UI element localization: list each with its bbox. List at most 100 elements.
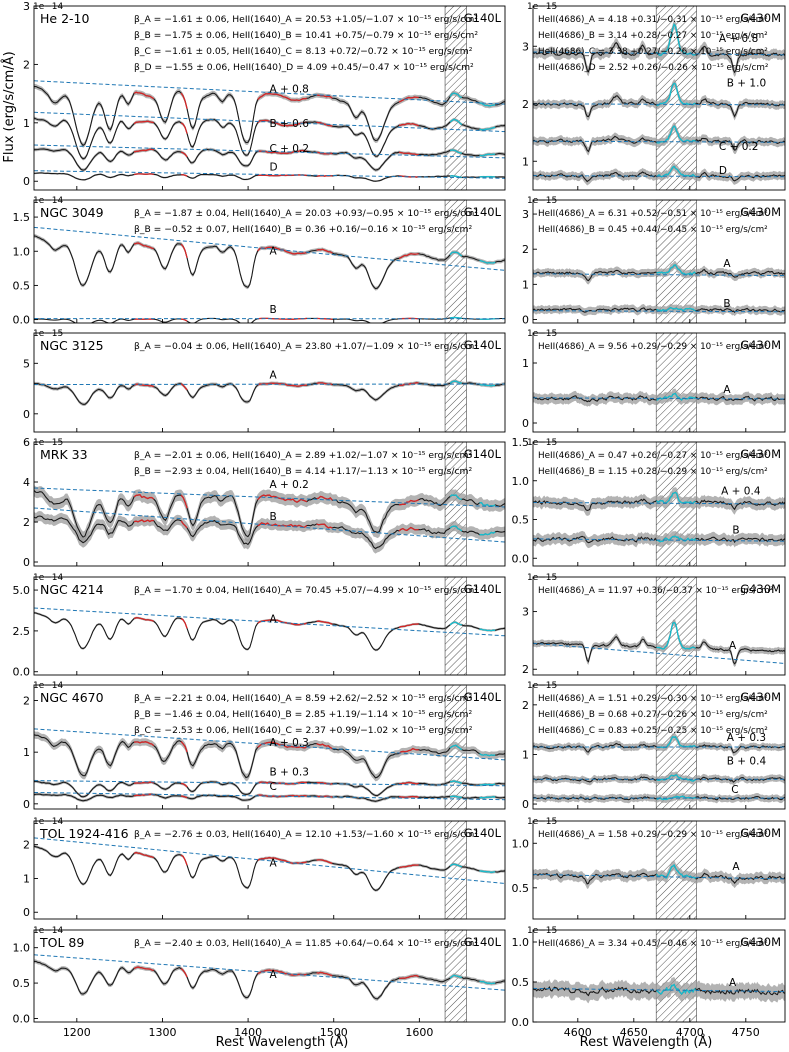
fit-window-line [398, 175, 419, 178]
y-tick-label: 1.0 [13, 942, 31, 955]
fit-window-line [479, 383, 496, 387]
series-label: A [270, 969, 278, 981]
y-tick-label: 5.0 [13, 584, 31, 597]
y-tick-label: 0 [23, 798, 30, 811]
y-tick-label: 1 [23, 746, 30, 759]
y-tick-label: 0 [23, 906, 30, 919]
error-band [533, 388, 785, 407]
x-tick-label: 4600 [564, 1026, 592, 1039]
x-tick-label: 4650 [620, 1026, 648, 1039]
continuum-fit [34, 144, 505, 159]
scale-exponent: 1e−15 [527, 2, 557, 12]
axes-frame [33, 441, 506, 567]
y-tick-label: 2 [522, 98, 529, 111]
y-tick-label: 2 [23, 58, 30, 71]
axes-frame [33, 684, 506, 810]
fit-window-line [257, 174, 307, 177]
fit-window-line [316, 620, 333, 625]
fit-annotation: HeII(4686)_C = 3.38 +0.27/−0.26 × 10⁻¹⁵ … [538, 47, 768, 57]
continuum-fit [34, 487, 505, 508]
series-label: A + 0.8 [270, 83, 309, 95]
fit-window-line [133, 91, 155, 100]
error-band [533, 771, 785, 786]
y-tick-label: 1.0 [512, 475, 530, 488]
series-label: C [731, 784, 738, 796]
scale-exponent: 1e−15 [527, 926, 557, 936]
continuum-fit [533, 538, 785, 542]
fit-window-line [449, 795, 462, 799]
continuum-fit [34, 728, 505, 761]
fit-window-line [180, 520, 188, 529]
continuum-fit [533, 501, 785, 505]
y-tick-label: 1.0 [512, 936, 530, 949]
series-label: D [270, 162, 278, 174]
series-label: C + 0.2 [719, 141, 759, 153]
fit-window-line [398, 123, 419, 127]
x-tick-label: 1600 [405, 1026, 433, 1039]
scale-exponent: 1e−15 [527, 196, 557, 206]
x-tick-label: 4750 [732, 1026, 760, 1039]
fit-window-line [133, 242, 154, 250]
axes-frame [532, 929, 786, 1023]
y-tick-label: 1.0 [512, 837, 530, 850]
y-tick-label: 2 [522, 699, 529, 712]
fit-window-line [656, 125, 696, 144]
y-tick-label: 1.5 [13, 211, 31, 224]
continuum-fit [533, 175, 785, 178]
fit-window-line [398, 151, 419, 156]
object-name: NGC 3125 [40, 338, 104, 353]
object-name: NGC 4214 [40, 582, 104, 597]
scale-exponent: 1e−14 [33, 681, 64, 691]
error-band [533, 733, 785, 757]
fit-window-line [449, 494, 462, 500]
y-tick-label: 0.5 [13, 977, 31, 990]
fit-window-line [656, 535, 697, 543]
fit-window-line [181, 318, 188, 322]
scale-exponent: 1e−15 [527, 438, 557, 448]
grating-label: G140L [464, 826, 502, 840]
y-tick-label: 0.5 [512, 882, 530, 895]
axes-frame [33, 929, 506, 1023]
y-tick-label: 0.0 [13, 314, 31, 327]
grating-label: G140L [464, 690, 502, 704]
continuum-fit [533, 103, 785, 106]
continuum-fit [533, 873, 785, 880]
y-tick-label: 0.5 [512, 976, 530, 989]
fit-window-line [181, 174, 188, 177]
fit-window-line [399, 781, 419, 785]
y-tick-label: 6 [23, 436, 30, 449]
fit-window-line [134, 741, 155, 747]
fit-window-line [133, 148, 154, 153]
fit-window-line [479, 102, 496, 107]
fit-annotation: HeII(4686)_A = 3.34 +0.45/−0.46 × 10⁻¹⁵ … [538, 939, 768, 949]
fit-window-line [479, 126, 496, 131]
heii-window [655, 199, 697, 324]
fit-annotation: β_A = −1.61 ± 0.06, HeII(1640)_A = 20.53… [134, 14, 478, 25]
fit-window-line [449, 621, 462, 626]
fit-annotation: β_A = −1.70 ± 0.04, HeII(1640)_A = 70.45… [134, 585, 478, 596]
fit-window-line [180, 92, 188, 109]
scale-exponent: 1e−14 [33, 573, 64, 583]
axes-frame [33, 576, 506, 676]
continuum-fit [533, 140, 785, 143]
fit-window-line [449, 92, 463, 99]
y-tick-label: 0.5 [512, 514, 530, 527]
fit-window-line [656, 795, 696, 801]
fit-window-line [181, 795, 188, 799]
fit-window-line [133, 494, 155, 500]
fit-annotation: β_B = −0.52 ± 0.07, HeII(1640)_B = 0.36 … [134, 224, 472, 235]
continuum-fit [34, 837, 505, 885]
y-tick-label: 1 [23, 117, 30, 130]
scale-exponent: 1e−15 [527, 329, 557, 339]
fit-window-line [180, 151, 188, 158]
fit-window-line [449, 863, 463, 868]
fit-window-line [180, 618, 188, 629]
